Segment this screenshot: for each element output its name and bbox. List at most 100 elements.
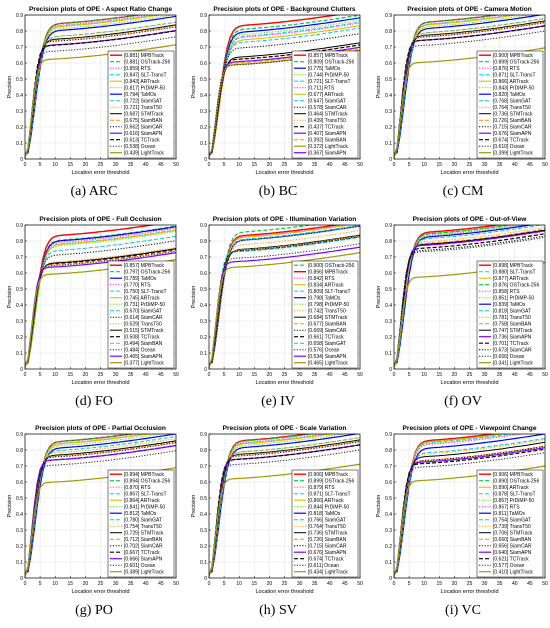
series-line: [394, 434, 499, 574]
legend-entry-label: [0.666] SiamAPN: [124, 557, 163, 563]
legend-entry-label: [0.809] OSTrack-256: [308, 60, 354, 66]
legend-entry-label: [0.675] SiamBAN: [124, 118, 163, 124]
legend: [0.881] MPBTrack[0.881] OSTrack-256[0.85…: [107, 50, 175, 159]
legend-entry-label: [0.576] Ocean: [308, 348, 340, 354]
y-tick-label: 0.8: [16, 239, 23, 245]
x-tick-label: 5: [39, 372, 42, 378]
legend-entry-label: [0.702] SiamCAR: [124, 544, 163, 550]
legend-entry-label: [0.871] SLT-TransT: [308, 492, 351, 498]
legend-entry-label: [0.712] SiamBAN: [124, 537, 163, 543]
y-tick-label: 0.4: [16, 512, 23, 518]
x-tick-label: 45: [158, 162, 164, 168]
legend-box: [476, 260, 544, 369]
x-tick-label: 20: [267, 581, 273, 587]
y-tick-label: 0.4: [16, 303, 23, 309]
x-tick-label: 45: [342, 581, 348, 587]
series-line: [394, 434, 545, 575]
y-tick-label: 0.9: [200, 13, 207, 19]
x-tick-label: 35: [128, 372, 134, 378]
y-tick-label: 0.1: [16, 560, 23, 566]
legend-entry-label: [0.706] STMTrack: [493, 531, 533, 537]
series-line: [394, 225, 503, 365]
x-axis-label: Location error threshold: [440, 589, 498, 595]
x-tick-label: 50: [357, 581, 363, 587]
chart-panel: 0 5 10 15 20 25 30 35 40 45 50 0 0.1 0.2 0.3 0.4 0.5 0.6 0…: [4, 3, 184, 207]
x-axis-label: Location error threshold: [255, 380, 313, 386]
x-tick-label: 45: [527, 581, 533, 587]
y-tick-label: 0.5: [385, 77, 392, 83]
legend-entry-label: [0.658] SiamGAT: [308, 341, 346, 347]
y-tick-label: 0.6: [385, 271, 392, 277]
y-tick-label: 0.1: [200, 141, 207, 147]
y-tick-label: 0.5: [16, 496, 23, 502]
legend-entry-label: [0.775] TaMOs: [308, 66, 341, 72]
series-line: [209, 225, 360, 365]
x-tick-label: 5: [408, 162, 411, 168]
series-line: [394, 230, 545, 367]
x-tick-label: 20: [267, 372, 273, 378]
x-tick-label: 50: [542, 372, 548, 378]
legend-entry-label: [0.817] PrDiMP-50: [124, 86, 165, 92]
y-tick-label: 0.7: [16, 255, 23, 261]
legend-entry-label: [0.377] LightTrack: [124, 361, 164, 367]
legend-entry-label: [0.818] TaMOs: [308, 511, 341, 517]
y-tick-label: 0.5: [16, 287, 23, 293]
legend-entry-label: [0.864] ARTrack: [124, 498, 160, 504]
y-tick-label: 0.8: [200, 239, 207, 245]
y-tick-label: 0.2: [385, 335, 392, 341]
legend-entry-label: [0.656] SiamCAR: [493, 544, 532, 550]
x-tick-label: 0: [208, 372, 211, 378]
y-tick-label: 0.1: [16, 141, 23, 147]
series-line: [25, 434, 176, 575]
x-tick-label: 35: [128, 581, 134, 587]
series-line: [25, 44, 176, 158]
x-tick-label: 45: [527, 162, 533, 168]
series-line: [25, 434, 136, 574]
series-line: [209, 225, 360, 366]
legend-entry-label: [0.601] Ocean: [124, 563, 156, 569]
x-tick-label: 0: [208, 581, 211, 587]
y-tick-label: 0: [20, 576, 23, 582]
series-line: [394, 233, 545, 367]
legend-entry-label: [0.890] OSTrack-256: [493, 479, 539, 485]
series-line: [25, 26, 176, 157]
series-line: [25, 441, 176, 576]
legend-entry-label: [0.389] LightTrack: [124, 570, 164, 576]
legend-entry-label: [0.866] ARTrack: [308, 498, 344, 504]
x-tick-label: 35: [128, 162, 134, 168]
series-line: [209, 243, 360, 368]
panel-caption: (f) OV: [444, 394, 482, 409]
legend: [0.857] MPBTrack[0.797] OSTrack-256[0.78…: [107, 260, 175, 369]
chart-title: Precision plots of OPE - Partial Occlusi…: [35, 425, 166, 432]
legend-entry-label: [0.754] SiamGAT: [493, 518, 531, 524]
x-tick-label: 50: [357, 162, 363, 168]
y-tick-label: 0: [20, 157, 23, 163]
x-tick-label: 40: [327, 372, 333, 378]
series-line: [25, 226, 176, 365]
x-tick-label: 15: [437, 162, 443, 168]
legend-entry-label: [0.876] RTS: [493, 66, 520, 72]
legend-entry-label: [0.744] PrDiMP-50: [308, 73, 349, 79]
y-tick-label: 0.3: [16, 109, 23, 115]
x-tick-label: 25: [467, 581, 473, 587]
legend-entry-label: [0.674] TCTrack: [493, 138, 529, 144]
legend-entry-label: [0.722] SiamGAT: [124, 99, 162, 105]
x-tick-label: 30: [482, 372, 488, 378]
x-tick-label: 15: [252, 162, 258, 168]
series-line: [25, 450, 176, 577]
x-tick-label: 20: [83, 372, 89, 378]
precision-chart: 0 5 10 15 20 25 30 35 40 45 50 0 0.1 0.2 0.3 0.4 0.5 0.6 0…: [191, 6, 363, 176]
y-tick-label: 0.6: [200, 480, 207, 486]
legend-entry-label: [0.900] OSTrack-256: [308, 263, 354, 269]
legend-entry-label: [0.484] Ocean: [124, 348, 156, 354]
legend-entry-label: [0.464] STMTrack: [308, 112, 348, 118]
legend-entry-label: [0.465] LightTrack: [308, 361, 348, 367]
legend-entry-label: [0.711] RTS: [308, 86, 335, 92]
y-tick-label: 0.7: [16, 45, 23, 51]
legend-entry-label: [0.647] SiamGAT: [308, 99, 346, 105]
legend: [0.900] MPBTrack[0.899] OSTrack-256[0.87…: [476, 50, 544, 159]
x-tick-label: 35: [497, 162, 503, 168]
series-line: [209, 44, 360, 157]
y-tick-label: 0: [389, 367, 392, 373]
y-tick-label: 0.2: [16, 544, 23, 550]
